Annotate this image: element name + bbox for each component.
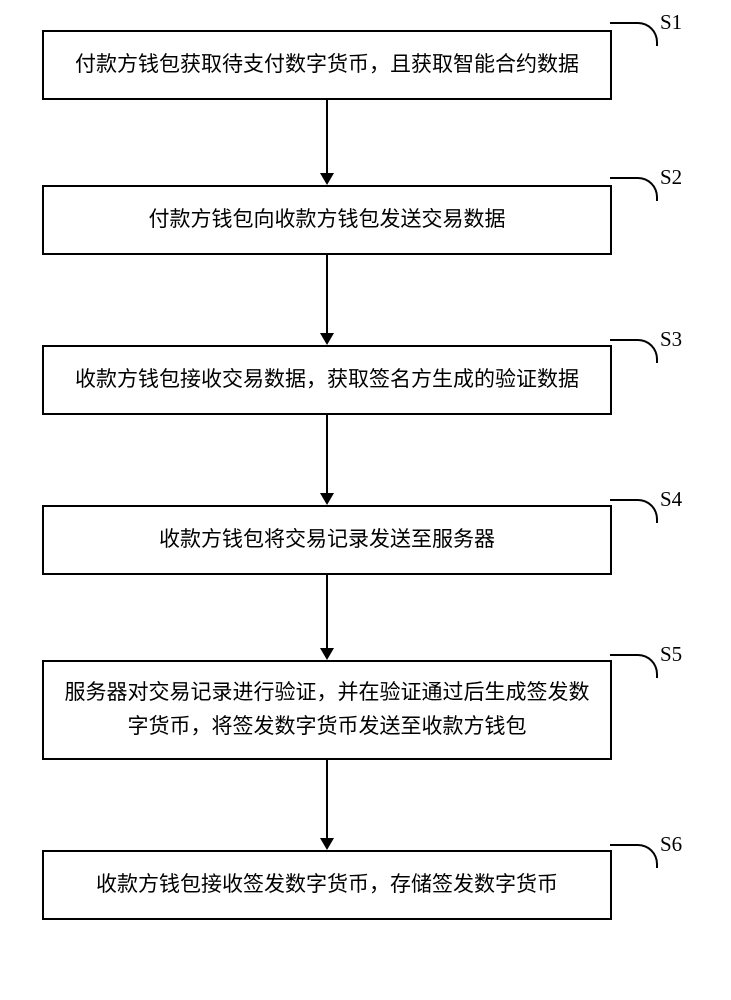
leader-s1 xyxy=(610,22,658,46)
step-box-s4: 收款方钱包将交易记录发送至服务器 xyxy=(42,505,612,575)
step-text: 服务器对交易记录进行验证，并在验证通过后生成签发数字货币，将签发数字货币发送至收… xyxy=(62,676,592,743)
step-text: 收款方钱包将交易记录发送至服务器 xyxy=(159,523,495,557)
leader-s2 xyxy=(610,177,658,201)
step-label-s3: S3 xyxy=(660,327,682,352)
step-text: 付款方钱包向收款方钱包发送交易数据 xyxy=(149,203,506,237)
step-box-s3: 收款方钱包接收交易数据，获取签名方生成的验证数据 xyxy=(42,345,612,415)
step-label-s6: S6 xyxy=(660,832,682,857)
step-text: 收款方钱包接收签发数字货币，存储签发数字货币 xyxy=(96,868,558,902)
leader-s5 xyxy=(610,654,658,678)
leader-s3 xyxy=(610,339,658,363)
step-label-s2: S2 xyxy=(660,165,682,190)
step-label-s4: S4 xyxy=(660,487,682,512)
arrow-s2-s3 xyxy=(320,255,334,345)
step-box-s5: 服务器对交易记录进行验证，并在验证通过后生成签发数字货币，将签发数字货币发送至收… xyxy=(42,660,612,760)
step-label-s1: S1 xyxy=(660,10,682,35)
step-text: 付款方钱包获取待支付数字货币，且获取智能合约数据 xyxy=(75,48,579,82)
arrow-s3-s4 xyxy=(320,415,334,505)
arrow-s5-s6 xyxy=(320,760,334,850)
leader-s6 xyxy=(610,844,658,868)
step-box-s1: 付款方钱包获取待支付数字货币，且获取智能合约数据 xyxy=(42,30,612,100)
arrow-s1-s2 xyxy=(320,100,334,185)
leader-s4 xyxy=(610,499,658,523)
step-text: 收款方钱包接收交易数据，获取签名方生成的验证数据 xyxy=(75,363,579,397)
step-label-s5: S5 xyxy=(660,642,682,667)
arrow-s4-s5 xyxy=(320,575,334,660)
step-box-s6: 收款方钱包接收签发数字货币，存储签发数字货币 xyxy=(42,850,612,920)
step-box-s2: 付款方钱包向收款方钱包发送交易数据 xyxy=(42,185,612,255)
